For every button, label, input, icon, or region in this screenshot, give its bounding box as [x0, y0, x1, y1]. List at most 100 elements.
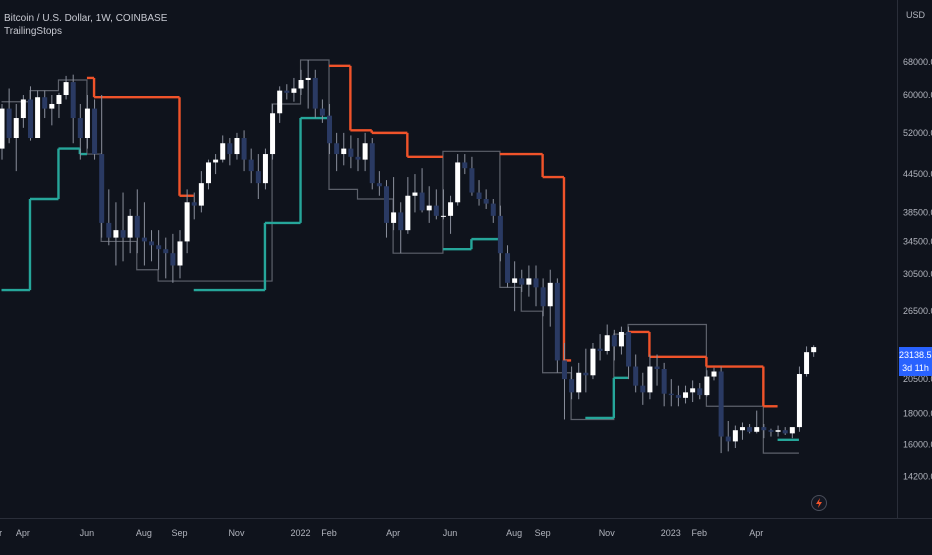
- candle-body: [348, 148, 354, 157]
- candle: [205, 159, 211, 190]
- indicator-title[interactable]: TrailingStops: [4, 26, 62, 37]
- candle: [383, 180, 389, 238]
- candle-body: [70, 82, 76, 119]
- last-price-value: 23138.55: [899, 350, 932, 360]
- trailing-stop-line: [1, 64, 799, 441]
- candle-body: [697, 388, 703, 396]
- candle: [633, 354, 639, 393]
- candle: [13, 103, 19, 172]
- candle: [198, 171, 204, 213]
- candle: [141, 202, 147, 266]
- candle: [768, 428, 774, 437]
- candle-body: [284, 90, 290, 93]
- candle-body: [426, 205, 432, 211]
- candle: [248, 148, 254, 184]
- time-tick-label: Aug: [506, 528, 522, 538]
- candle: [149, 230, 155, 262]
- candle-body: [355, 156, 361, 160]
- candle: [661, 362, 667, 407]
- candle: [99, 95, 105, 238]
- candle: [796, 366, 802, 432]
- candle: [512, 261, 518, 312]
- time-tick-label: 2023: [661, 528, 681, 538]
- candle-body: [796, 374, 802, 428]
- candle-body: [6, 108, 12, 139]
- candles: [0, 59, 817, 454]
- candle: [77, 103, 83, 160]
- candle-body: [84, 108, 90, 139]
- candle-body: [298, 80, 304, 89]
- candle-body: [227, 143, 233, 155]
- candle: [127, 208, 133, 254]
- candle: [298, 69, 304, 96]
- candle-body: [554, 282, 560, 361]
- candle-body: [305, 77, 311, 81]
- candle: [63, 75, 69, 100]
- candle-body: [597, 348, 603, 351]
- candle-body: [163, 249, 169, 254]
- symbol-title[interactable]: Bitcoin / U.S. Dollar, 1W, COINBASE: [4, 13, 168, 24]
- candle-body: [391, 212, 397, 223]
- candle-body: [476, 192, 482, 199]
- candle: [334, 132, 340, 172]
- price-tick-label: 68000.00: [903, 57, 932, 67]
- candle: [597, 334, 603, 361]
- candle: [49, 95, 55, 126]
- candle-body: [170, 253, 176, 266]
- candle-body: [718, 371, 724, 437]
- candle: [376, 171, 382, 196]
- candle-body: [583, 372, 589, 376]
- last-price-badge: 23138.55 3d 11h: [899, 347, 932, 376]
- candle: [426, 186, 432, 223]
- candle-body: [106, 222, 112, 238]
- candle: [369, 138, 375, 190]
- candle-body: [569, 379, 575, 393]
- time-tick-label: Sep: [171, 528, 187, 538]
- candle: [184, 189, 190, 254]
- candle-body: [0, 108, 5, 149]
- candle: [20, 95, 26, 128]
- candle: [590, 342, 596, 380]
- candle: [56, 92, 62, 119]
- candle-body: [398, 212, 404, 231]
- candle: [476, 180, 482, 206]
- flash-icon[interactable]: [811, 495, 827, 511]
- candle: [319, 99, 325, 123]
- candle-body: [383, 186, 389, 223]
- candle: [163, 237, 169, 279]
- candle: [505, 245, 511, 288]
- time-tick-label: Feb: [692, 528, 708, 538]
- candle-body: [633, 366, 639, 386]
- candle: [170, 233, 176, 283]
- price-tick-label: 38500.00: [903, 207, 932, 217]
- candle: [761, 424, 767, 439]
- time-tick-label: Apr: [386, 528, 400, 538]
- candle: [611, 329, 617, 361]
- candle-body: [611, 335, 617, 347]
- candle-body: [198, 183, 204, 206]
- candle-body: [205, 162, 211, 184]
- candle: [739, 422, 745, 440]
- price-axis[interactable]: 68000.00 60000.00 52000.00 44500.00 38500.00…: [903, 57, 932, 481]
- time-axis[interactable]: Mar Apr Jun Aug Sep Nov 2022 Feb Apr Jun Aug Sep Nov…: [0, 528, 763, 538]
- candle: [120, 192, 126, 262]
- candle: [213, 154, 219, 175]
- candle: [483, 189, 489, 209]
- candle: [433, 189, 439, 220]
- price-tick-label: 52000.00: [903, 128, 932, 138]
- candle-body: [277, 90, 283, 114]
- price-tick-label: 18000.00: [903, 409, 932, 419]
- candle-body: [134, 215, 140, 238]
- price-tick-label: 30500.00: [903, 269, 932, 279]
- candle-body: [35, 97, 41, 139]
- candle: [683, 385, 689, 404]
- price-tick-label: 14200.00: [903, 471, 932, 481]
- candle-body: [775, 430, 781, 432]
- candle: [490, 198, 496, 223]
- extreme-line: [1, 59, 799, 454]
- candle-body: [675, 395, 681, 398]
- candle: [576, 362, 582, 400]
- candle: [732, 425, 738, 449]
